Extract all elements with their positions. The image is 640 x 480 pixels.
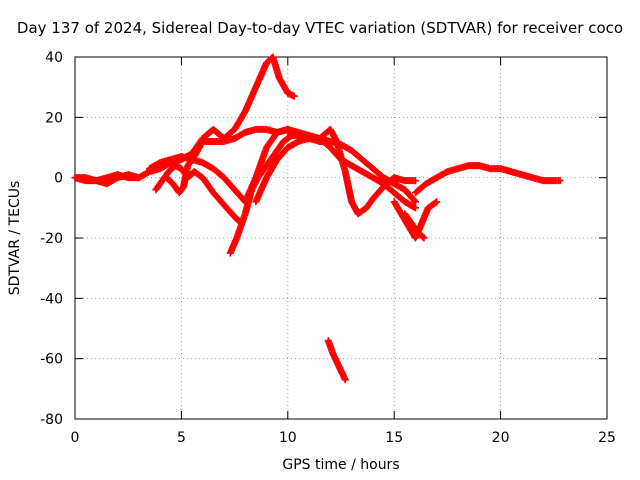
data-point [326, 137, 334, 145]
y-tick-label: 0 [54, 171, 63, 187]
data-point [411, 177, 419, 185]
data-points [71, 53, 564, 384]
series-track-12 [324, 337, 349, 384]
y-tick-label: -40 [40, 291, 63, 307]
axis-ticks: 0 5 10 15 20 25 -80 -60 -40 -20 0 20 40 [40, 50, 616, 446]
x-tick-label: 5 [177, 430, 186, 446]
y-tick-label: -60 [40, 352, 63, 368]
x-tick-label: 0 [71, 430, 80, 446]
data-point [433, 198, 441, 206]
data-point [432, 199, 440, 207]
x-tick-label: 10 [279, 430, 297, 446]
series-track-6 [226, 131, 334, 257]
x-tick-label: 20 [492, 430, 510, 446]
x-tick-label: 25 [598, 430, 616, 446]
x-axis-label: GPS time / hours [282, 457, 400, 473]
data-point [290, 92, 298, 100]
chart-title: Day 137 of 2024, Sidereal Day-to-day VTE… [16, 19, 624, 37]
series-track-8 [284, 125, 419, 218]
data-point [135, 174, 143, 182]
data-point [341, 376, 349, 384]
series-track-4 [152, 162, 245, 227]
y-tick-label: 20 [45, 110, 63, 126]
data-point [411, 198, 419, 206]
series-track-11 [411, 162, 564, 197]
x-tick-label: 15 [385, 430, 403, 446]
data-point [556, 177, 564, 185]
y-tick-label: 40 [45, 50, 63, 66]
y-tick-label: -20 [40, 231, 63, 247]
data-point [411, 204, 419, 212]
data-point [411, 197, 419, 205]
data-point [419, 233, 427, 241]
y-tick-label: -80 [40, 412, 63, 428]
series-track-2 [71, 171, 143, 188]
series-track-10 [401, 210, 428, 242]
series-track-5 [163, 125, 292, 197]
data-point [420, 234, 428, 242]
y-axis-label: SDTVAR / TECUs [7, 180, 23, 296]
